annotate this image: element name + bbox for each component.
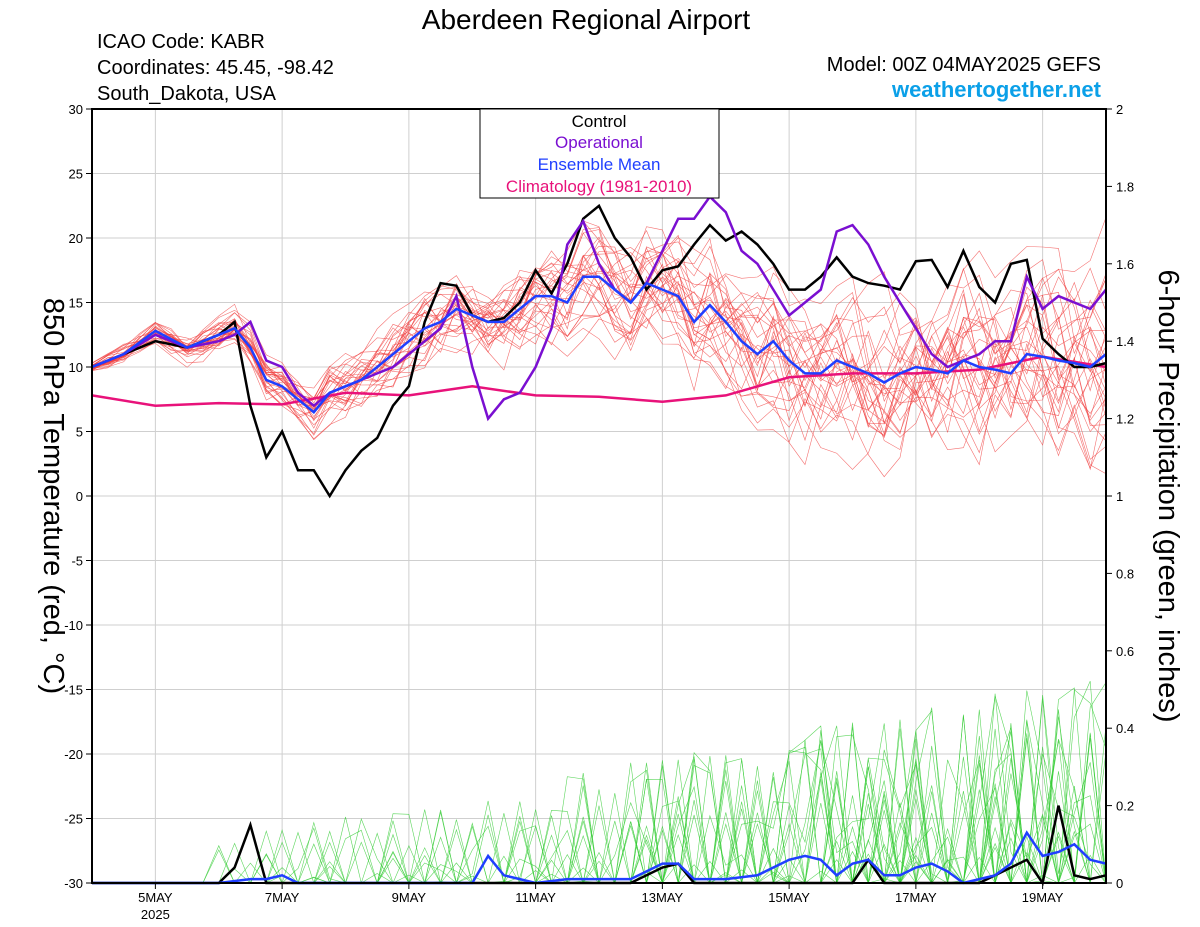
left-tick-label: -10	[64, 618, 83, 633]
member-precip-line	[92, 715, 1107, 884]
member-temp-line	[91, 237, 1107, 433]
member-precip-line	[92, 755, 1106, 884]
right-tick-label: 0.4	[1116, 721, 1134, 736]
left-tick-label: -5	[71, 554, 83, 569]
legend: Control Operational Ensemble Mean Climat…	[479, 108, 720, 199]
x-tick-label: 19MAY	[1022, 890, 1064, 905]
member-temp-line	[91, 251, 1107, 423]
legend-operational: Operational	[555, 133, 643, 152]
model-run: Model: 00Z 04MAY2025 GEFS	[827, 54, 1101, 76]
x-tick-label: 7MAY	[265, 890, 300, 905]
legend-box	[479, 108, 720, 199]
axes: -30-25-20-15-10-505101520253000.20.40.60…	[64, 102, 1134, 922]
chart-title: Aberdeen Regional Airport	[422, 4, 751, 35]
right-tick-label: 0.2	[1116, 799, 1134, 814]
left-tick-label: 15	[69, 296, 83, 311]
member-precip-line	[92, 716, 1106, 885]
x-tick-label: 13MAY	[642, 890, 684, 905]
member-temp-line	[91, 229, 1107, 469]
member-precip-line	[92, 719, 1107, 884]
ensemble-mean-temp-line	[91, 275, 1107, 414]
left-tick-label: 0	[76, 489, 83, 504]
member-precip-line	[92, 689, 1107, 884]
member-temp-line	[91, 275, 1107, 439]
right-tick-label: 1.4	[1116, 334, 1134, 349]
location: South_Dakota, USA	[97, 83, 277, 105]
x-tick-label: 15MAY	[768, 890, 810, 905]
right-tick-label: 0.8	[1116, 566, 1134, 581]
member-precip-line	[92, 714, 1106, 884]
legend-ensemble-mean: Ensemble Mean	[538, 155, 661, 174]
x-tick-label: 9MAY	[392, 890, 427, 905]
member-temp-line	[91, 261, 1107, 417]
left-tick-label: -15	[64, 683, 83, 698]
right-tick-label: 1.2	[1116, 412, 1134, 427]
right-tick-label: 2	[1116, 102, 1123, 117]
left-tick-label: 5	[76, 425, 83, 440]
member-temp-line	[91, 220, 1107, 440]
control-temp-line	[91, 203, 1107, 499]
legend-climatology: Climatology (1981-2010)	[506, 177, 692, 196]
member-precip-line	[92, 733, 1107, 884]
member-temp-line	[91, 270, 1107, 435]
member-temp-line	[91, 257, 1107, 470]
member-precip-line	[92, 725, 1106, 884]
left-tick-label: 10	[69, 360, 83, 375]
member-precip-line	[92, 720, 1106, 884]
member-temp-line	[91, 232, 1107, 471]
member-precip-line	[92, 687, 1106, 884]
member-temp-line	[91, 253, 1107, 422]
x-tick-label: 17MAY	[895, 890, 937, 905]
member-precip-line	[92, 690, 1107, 884]
left-tick-label: -20	[64, 747, 83, 762]
x-tick-year: 2025	[141, 907, 170, 922]
right-tick-label: 1.6	[1116, 257, 1134, 272]
left-axis-label: 850 hPa Temperature (red, °C)	[37, 298, 69, 694]
left-tick-label: -30	[64, 876, 83, 891]
member-temp-line	[91, 227, 1107, 421]
left-tick-label: 30	[69, 102, 83, 117]
left-tick-label: 20	[69, 231, 83, 246]
member-temp-line	[91, 246, 1107, 441]
right-tick-label: 1.8	[1116, 179, 1134, 194]
left-tick-label: 25	[69, 167, 83, 182]
coordinates: Coordinates: 45.45, -98.42	[97, 57, 334, 79]
ensemble-members	[91, 108, 1107, 885]
member-temp-line	[91, 226, 1107, 422]
member-temp-line	[91, 236, 1107, 466]
site-link[interactable]: weathertogether.net	[891, 77, 1102, 102]
left-tick-label: -25	[64, 812, 83, 827]
right-tick-label: 1	[1116, 489, 1123, 504]
member-precip-line	[92, 719, 1106, 884]
right-axis-label: 6-hour Precipitation (green, inches)	[1152, 270, 1184, 723]
x-tick-label: 5MAY	[138, 890, 173, 905]
legend-control: Control	[572, 112, 627, 131]
x-tick-label: 11MAY	[515, 890, 556, 905]
icao-code: ICAO Code: KABR	[97, 31, 265, 53]
right-tick-label: 0	[1116, 876, 1123, 891]
right-tick-label: 0.6	[1116, 644, 1134, 659]
